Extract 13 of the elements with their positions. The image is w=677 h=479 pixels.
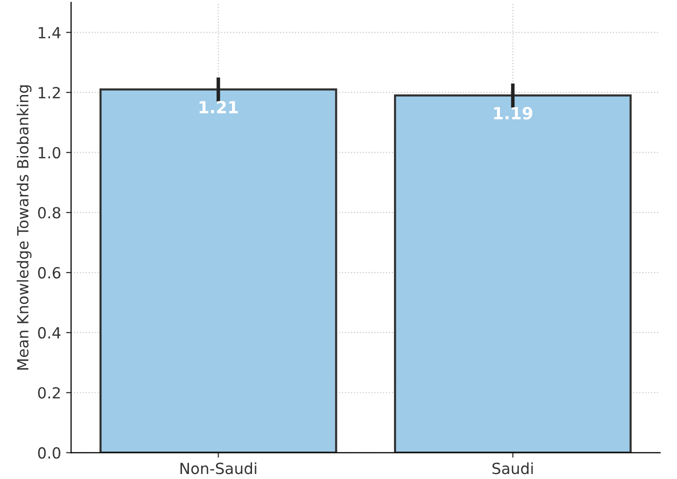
x-tick-label: Non-Saudi: [180, 462, 256, 474]
y-tick-label: 0.2: [38, 387, 60, 399]
y-axis-title: Mean Knowledge Towards Biobanking: [16, 85, 32, 370]
data-label: 1.21: [200, 100, 238, 114]
y-tick-label: 0.4: [38, 327, 61, 339]
y-tick-label: 1.0: [38, 146, 60, 159]
x-tick-label: Saudi: [492, 462, 533, 474]
y-tick-label: 1.4: [38, 27, 61, 38]
y-tick-label: 0.8: [38, 206, 60, 219]
y-tick-label: 0.6: [38, 267, 60, 279]
data-label: 1.19: [494, 106, 532, 120]
y-tick-label: 1.2: [38, 86, 60, 98]
y-tick-label: 0.0: [38, 447, 60, 459]
